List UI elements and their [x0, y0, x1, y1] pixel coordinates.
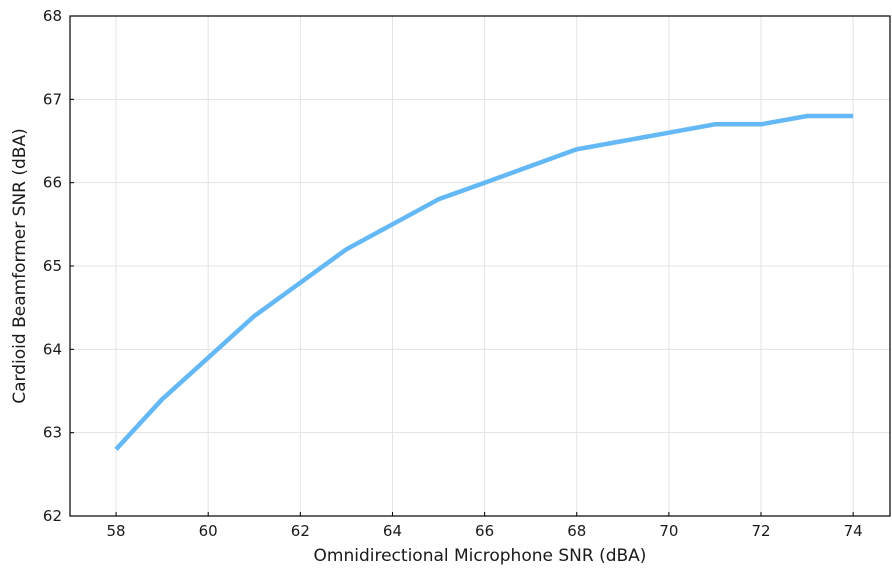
series-layer	[114, 113, 854, 451]
y-tick-label: 63	[43, 424, 62, 442]
x-tick-label: 60	[199, 522, 218, 540]
x-tick-label: 64	[383, 522, 402, 540]
y-tick-label: 65	[43, 257, 62, 275]
y-tick-label: 62	[43, 507, 62, 525]
y-axis-label: Cardioid Beamformer SNR (dBA)	[10, 128, 30, 403]
series-line	[114, 113, 854, 451]
x-axis-label: Omnidirectional Microphone SNR (dBA)	[314, 546, 647, 566]
x-tick-label: 70	[659, 522, 678, 540]
grid	[70, 15, 890, 517]
x-tick-label: 58	[107, 522, 126, 540]
y-tick-label: 68	[43, 7, 62, 25]
x-tick-label: 74	[844, 522, 863, 540]
x-tick-label: 66	[475, 522, 494, 540]
y-tick-label: 67	[43, 90, 62, 108]
x-tick-label: 62	[291, 522, 310, 540]
x-tick-label: 72	[751, 522, 770, 540]
y-tick-label: 64	[43, 340, 62, 358]
x-tick-label: 68	[567, 522, 586, 540]
y-tick-label: 66	[43, 174, 62, 192]
ticks: 58 60 62 64 66 68 70 72 74 62 63 64 65 66 67 68	[43, 7, 863, 540]
